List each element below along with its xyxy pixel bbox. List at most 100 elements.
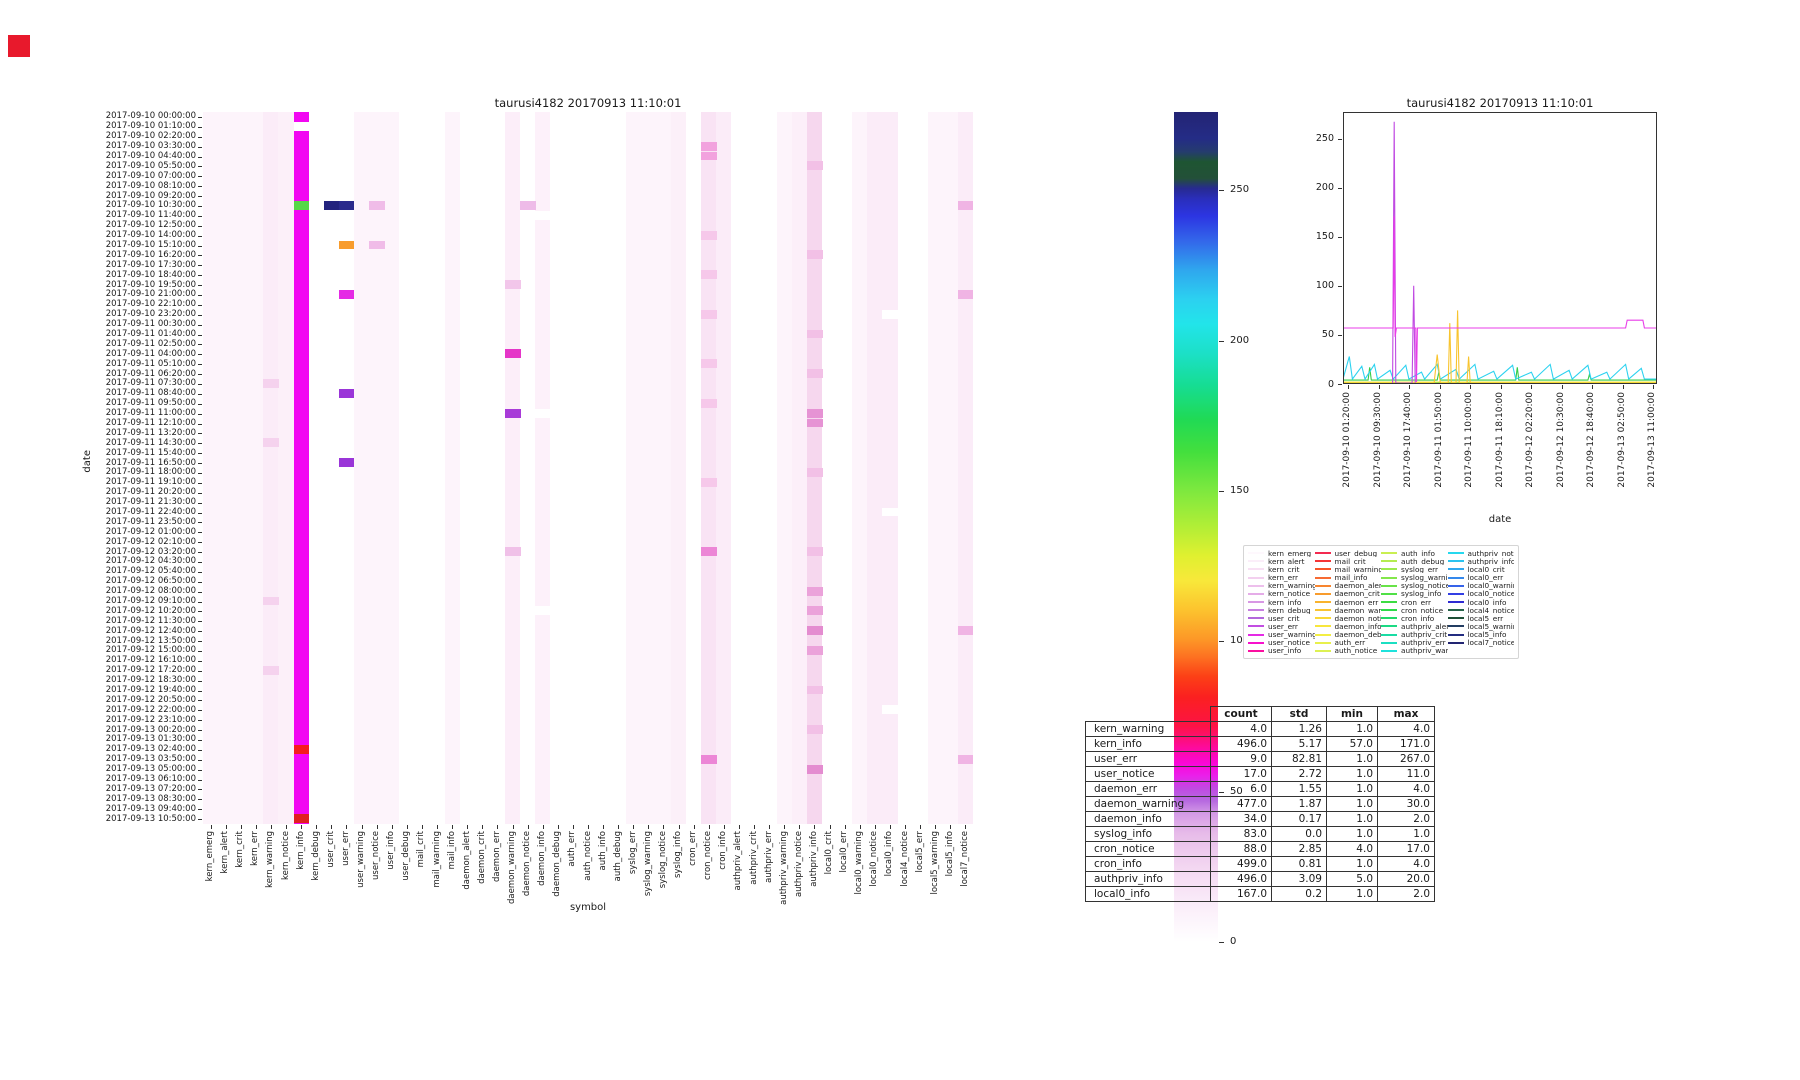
heatmap-y-tick-label: 2017-09-11 04:00:00 <box>105 348 196 359</box>
legend-item-auth_info: auth_info <box>1381 549 1448 557</box>
legend-label: kern_emerg <box>1268 549 1312 558</box>
heatmap-y-tick-label: 2017-09-12 19:40:00 <box>105 685 196 695</box>
heatmap-x-tick-label: daemon_err <box>491 831 502 883</box>
legend-label: local4_notice <box>1467 606 1515 615</box>
legend-item-user_crit: user_crit <box>1248 614 1315 622</box>
heatmap-x-tick-label: daemon_alert <box>461 831 472 890</box>
heatmap-cell-mark <box>293 201 310 210</box>
heatmap-cell-mark <box>701 309 717 319</box>
legend-item-local0_notice: local0_notice <box>1447 589 1515 598</box>
legend-label: local0_err <box>1467 573 1504 582</box>
heatmap-column-local5_err <box>912 112 929 824</box>
table-row-label: daemon_warning <box>1085 796 1211 812</box>
table-cell: 34.0 <box>1210 811 1272 827</box>
legend-item-kern_crit: kern_crit <box>1248 565 1315 573</box>
legend-label: daemon_err <box>1334 597 1379 607</box>
heatmap-column-syslog_info <box>671 112 687 824</box>
heatmap-cell-mark <box>520 201 536 210</box>
legend-swatch-authpriv_info <box>1447 560 1464 563</box>
heatmap-y-tick-label: 2017-09-11 08:40:00 <box>105 388 196 399</box>
heatmap-x-tick-label: kern_notice <box>280 831 291 881</box>
legend-swatch-local0_err <box>1447 576 1464 579</box>
table-cell: 477.0 <box>1210 796 1272 812</box>
heatmap-y-tick-label: 2017-09-12 06:50:00 <box>105 576 196 587</box>
linechart-x-tick-label: 2017-09-11 10:00:00 <box>1464 392 1475 488</box>
legend-swatch-local5_info <box>1447 633 1464 636</box>
legend-item-auth_notice: auth_notice <box>1314 647 1382 655</box>
heatmap-cell-mark <box>806 586 823 596</box>
legend-item-local0_crit: local0_crit <box>1447 565 1515 574</box>
heatmap-x-tick-label: user_notice <box>371 831 382 880</box>
heatmap-column-cron_info <box>716 112 732 824</box>
table-cell: 57.0 <box>1326 736 1378 752</box>
table-header-std: std <box>1271 706 1327 722</box>
legend-swatch-local5_err <box>1447 617 1464 620</box>
linechart-y-tick-label: 250 <box>1315 133 1334 144</box>
heatmap-x-tick-label: mail_crit <box>416 831 427 868</box>
legend-item-kern_alert: kern_alert <box>1248 557 1315 565</box>
heatmap-x-tick-label: local0_crit <box>824 831 835 875</box>
legend-label: local0_crit <box>1467 565 1505 574</box>
table-row-label: kern_info <box>1085 736 1211 752</box>
heatmap-column-auth_info <box>595 112 612 824</box>
table-cell: 30.0 <box>1377 796 1435 812</box>
legend-item-mail_crit: mail_crit <box>1314 557 1382 566</box>
heatmap-y-tick-label: 2017-09-13 08:30:00 <box>105 793 196 804</box>
legend-swatch-daemon_notice <box>1314 617 1331 620</box>
table-cell: 1.55 <box>1271 781 1327 797</box>
table-cell: 20.0 <box>1377 871 1435 887</box>
heatmap-x-tick-label: syslog_warning <box>642 831 653 897</box>
legend-label: user_warning <box>1268 630 1315 639</box>
legend-item-cron_notice: cron_notice <box>1381 606 1448 614</box>
legend-item-daemon_notice: daemon_notice <box>1314 614 1381 622</box>
legend-swatch-local0_notice <box>1447 592 1464 595</box>
heatmap-y-tick-label: 2017-09-11 02:50:00 <box>105 338 196 349</box>
table-cell: 171.0 <box>1377 736 1435 752</box>
legend-label: local0_notice <box>1467 589 1515 598</box>
table-row: kern_info 496.0 5.17 57.0 171.0 <box>1085 736 1435 752</box>
legend-item-local0_warning: local0_warning <box>1447 582 1514 590</box>
heatmap-cell-mark <box>882 507 898 517</box>
heatmap-cell-mark <box>263 379 279 388</box>
heatmap-column-local5_info <box>942 112 959 824</box>
legend-swatch-cron_info <box>1381 617 1397 620</box>
table-row: local0_info 167.0 0.2 1.0 2.0 <box>1085 886 1435 902</box>
linechart-x-tick-label: 2017-09-11 01:50:00 <box>1433 392 1444 488</box>
heatmap-y-tick-label: 2017-09-11 07:30:00 <box>105 378 196 389</box>
heatmap-column-kern_emerg <box>203 112 219 824</box>
heatmap-column-user_notice <box>369 112 385 824</box>
legend-item-local5_err: local5_err <box>1447 614 1515 622</box>
heatmap-y-tick-label: 2017-09-12 12:40:00 <box>105 625 196 636</box>
heatmap-y-tick-label: 2017-09-12 03:20:00 <box>105 546 196 557</box>
legend-item-user_debug: user_debug <box>1314 549 1382 557</box>
heatmap-column-authpriv_warning <box>776 112 793 824</box>
heatmap-cell-mark <box>338 240 355 250</box>
heatmap-column-kern_notice <box>278 112 295 824</box>
heatmap-x-tick-label: authpriv_err <box>763 831 774 883</box>
legend-swatch-auth_debug <box>1381 560 1397 563</box>
legend-swatch-user_err <box>1248 625 1264 628</box>
legend-label: local5_warning <box>1467 622 1515 631</box>
legend-item-kern_err: kern_err <box>1248 573 1315 582</box>
heatmap-y-tick-label: 2017-09-11 12:10:00 <box>105 418 196 428</box>
heatmap-cell-mark <box>806 468 823 477</box>
heatmap-cell-mark <box>806 408 823 418</box>
legend-label: kern_err <box>1268 573 1298 582</box>
legend-label: daemon_crit <box>1334 589 1380 598</box>
legend-item-local0_info: local0_info <box>1447 598 1515 606</box>
heatmap-x-tick-label: daemon_notice <box>522 831 533 897</box>
legend-swatch-auth_info <box>1381 552 1397 555</box>
table-cell: 1.0 <box>1326 781 1378 797</box>
heatmap-cell-mark <box>293 744 310 754</box>
legend-label: mail_crit <box>1334 557 1366 566</box>
heatmap-y-tick-label: 2017-09-13 03:50:00 <box>105 754 196 765</box>
heatmap-cell-mark <box>263 596 279 606</box>
legend-swatch-kern_warning <box>1248 584 1264 587</box>
heatmap-x-tick-label: local0_err <box>839 831 850 873</box>
legend-swatch-user_crit <box>1248 617 1264 620</box>
legend-item-auth_debug: auth_debug <box>1381 557 1448 565</box>
heatmap-column-user_debug <box>399 112 415 824</box>
heatmap-y-tick-label: 2017-09-11 09:50:00 <box>105 398 196 409</box>
heatmap-y-tick-label: 2017-09-12 11:30:00 <box>105 615 196 626</box>
